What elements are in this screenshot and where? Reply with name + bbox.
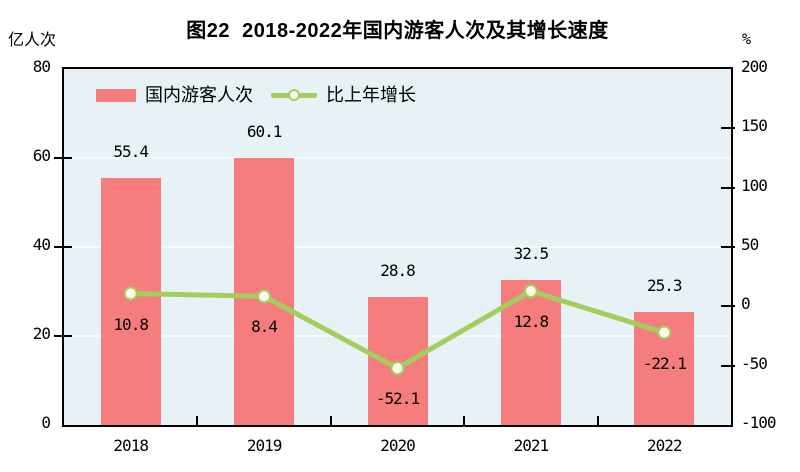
left-axis-tick-20 — [54, 335, 72, 337]
left-axis-label-60: 60 — [32, 146, 51, 165]
bar-value-label-2018: 55.4 — [113, 142, 149, 162]
bar-value-label-2019: 60.1 — [246, 121, 283, 141]
bar-series-swatch-icon — [96, 88, 136, 102]
legend: 国内游客人次 比上年增长 — [96, 84, 416, 106]
x-axis-tick-1 — [196, 416, 199, 425]
bar-value-label-2020: 28.8 — [380, 260, 416, 280]
growth-value-label-2020: -52.1 — [375, 389, 420, 409]
x-axis-label-2022: 2022 — [647, 436, 683, 455]
growth-point-2018 — [123, 286, 138, 301]
right-axis-label-50: 50 — [741, 235, 759, 254]
x-axis-tick-4 — [596, 416, 599, 425]
line-series-swatch-icon — [271, 88, 317, 102]
right-axis-tick--50 — [721, 364, 735, 367]
bar-value-label-2021: 32.5 — [513, 244, 550, 264]
growth-line — [128, 288, 667, 371]
growth-value-label-2021: 12.8 — [513, 312, 550, 332]
left-axis-label-20: 20 — [32, 324, 51, 343]
growth-value-label-2018: 10.8 — [113, 314, 149, 334]
left-axis-tick-40 — [54, 246, 72, 248]
legend-item-bar-series: 国内游客人次 — [96, 84, 253, 106]
growth-point-2019 — [257, 289, 272, 304]
left-axis-label-40: 40 — [32, 235, 51, 254]
left-axis-unit-label: 亿人次 — [8, 32, 57, 49]
growth-point-2021 — [523, 284, 538, 299]
left-axis-tick-60 — [54, 157, 72, 159]
gridline-60 — [64, 157, 731, 159]
right-axis-tick-50 — [721, 246, 735, 248]
right-axis-label--100: -100 — [741, 413, 777, 432]
gridline-40 — [64, 246, 731, 248]
bar-2020 — [367, 296, 428, 425]
x-axis-label-2021: 2021 — [513, 436, 550, 455]
right-axis-unit-label: % — [742, 30, 752, 48]
growth-value-label-2019: 8.4 — [251, 317, 278, 337]
chart-title: 图22 2018-2022年国内游客人次及其增长速度 — [186, 20, 609, 42]
growth-value-label-2022: -22.1 — [642, 353, 687, 373]
bar-2018 — [100, 178, 161, 425]
x-axis-tick-3 — [463, 416, 466, 425]
x-axis-label-2019: 2019 — [246, 436, 283, 455]
plot-area: 国内游客人次 比上年增长 55.4 60.1 28.8 32.5 25.3 10.8 8.4… — [54, 67, 735, 427]
bar-value-label-2022: 25.3 — [647, 276, 683, 296]
x-axis-label-2020: 2020 — [380, 436, 416, 455]
growth-point-2020 — [390, 361, 405, 376]
right-axis-label-200: 200 — [741, 57, 768, 76]
right-axis-tick-150 — [721, 127, 735, 130]
legend-label-line-series: 比上年增长 — [326, 85, 416, 105]
x-axis-label-2018: 2018 — [113, 436, 149, 455]
growth-line-svg — [123, 284, 672, 376]
right-axis-label--50: -50 — [741, 353, 768, 373]
x-axis-tick-2 — [329, 416, 332, 425]
legend-item-line-series: 比上年增长 — [271, 84, 416, 106]
right-axis-label-0: 0 — [741, 294, 751, 314]
line-swatch-marker-icon — [288, 89, 300, 101]
legend-label-bar-series: 国内游客人次 — [145, 85, 253, 105]
right-axis-tick-100 — [721, 186, 735, 189]
right-axis-label-100: 100 — [741, 175, 768, 195]
left-axis-label-80: 80 — [32, 57, 51, 76]
left-axis-label-0: 0 — [41, 413, 51, 432]
right-axis-label-150: 150 — [741, 116, 768, 136]
growth-point-2022 — [657, 325, 672, 340]
right-axis-tick-0 — [721, 305, 735, 308]
